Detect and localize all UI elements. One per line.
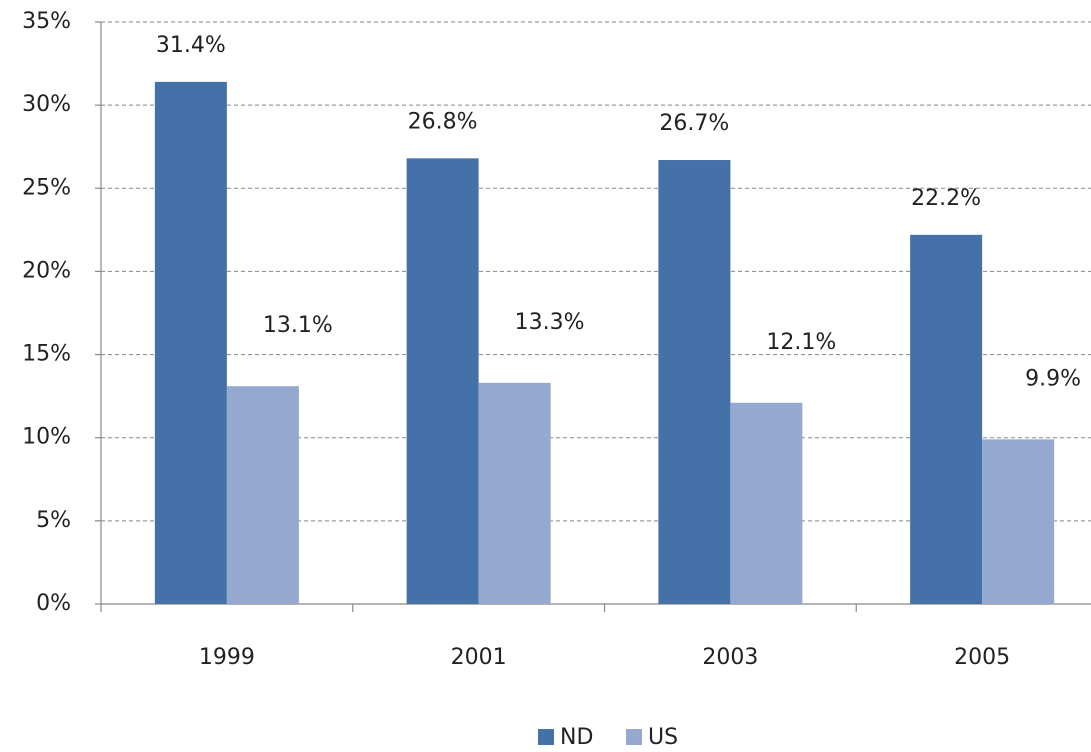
data-label: 26.8% — [408, 109, 478, 134]
legend-label: US — [648, 725, 678, 750]
bar — [226, 386, 299, 604]
bar — [154, 81, 227, 604]
bar — [658, 160, 731, 604]
y-tick-label: 15% — [22, 342, 71, 367]
x-tick-label: 2001 — [451, 645, 507, 670]
x-tick-label: 1999 — [199, 645, 255, 670]
y-tick-label: 30% — [22, 92, 71, 117]
x-tick-label: 2003 — [702, 645, 758, 670]
legend-label: ND — [560, 725, 593, 750]
data-label: 9.9% — [1025, 366, 1081, 391]
y-tick-label: 0% — [36, 591, 71, 616]
data-label: 22.2% — [911, 186, 981, 211]
data-label: 13.1% — [263, 313, 333, 338]
legend-swatch — [538, 729, 554, 745]
y-tick-label: 10% — [22, 425, 71, 450]
data-label: 13.3% — [515, 310, 585, 335]
bar — [478, 382, 551, 604]
bar — [982, 439, 1055, 604]
y-tick-label: 20% — [22, 258, 71, 283]
legend-swatch — [626, 729, 642, 745]
y-tick-label: 35% — [22, 9, 71, 34]
data-label: 31.4% — [156, 33, 226, 58]
y-tick-label: 5% — [36, 508, 71, 533]
x-tick-label: 2005 — [954, 645, 1010, 670]
data-label: 12.1% — [766, 330, 836, 355]
data-label: 26.7% — [659, 111, 729, 136]
bar — [910, 234, 983, 605]
bar — [730, 402, 803, 604]
bar — [406, 158, 479, 604]
y-tick-label: 25% — [22, 175, 71, 200]
